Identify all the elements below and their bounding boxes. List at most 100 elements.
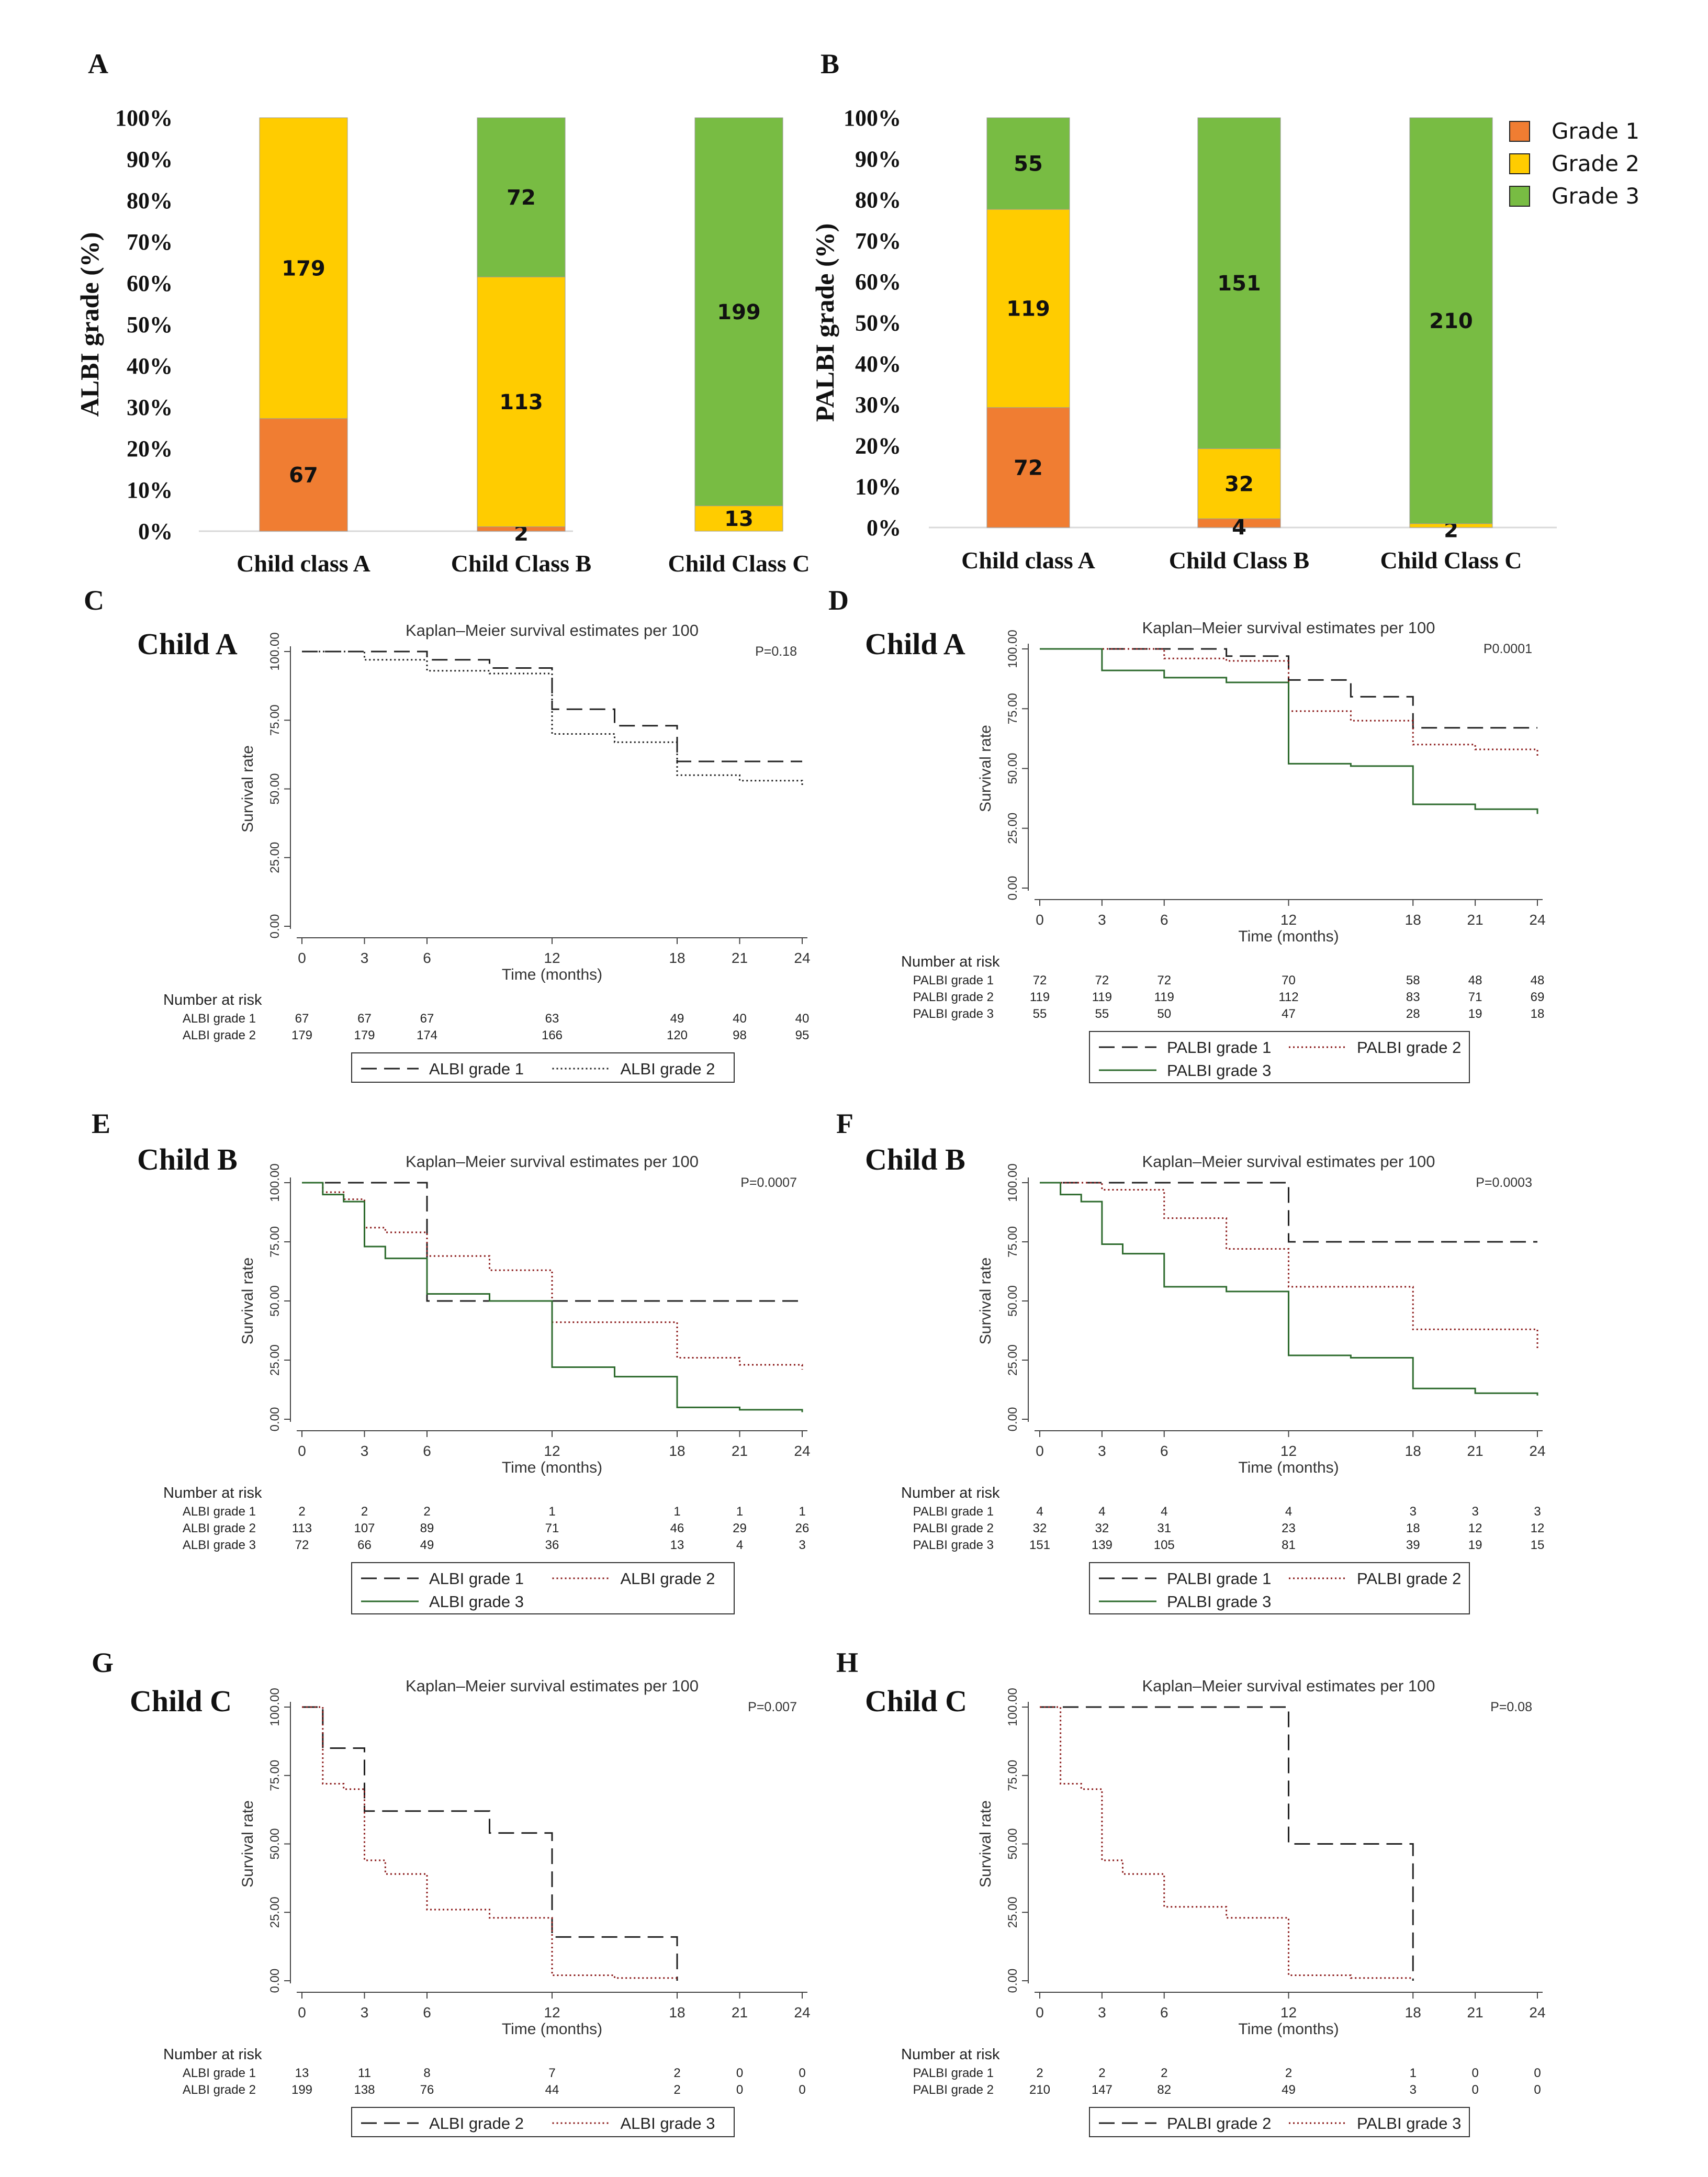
x-tick-label: 18 — [1405, 1443, 1421, 1459]
data-label: 72 — [507, 186, 536, 210]
risk-value: 83 — [1406, 990, 1420, 1004]
y-axis-title: Survival rate — [239, 1800, 256, 1888]
chart-title: Kaplan–Meier survival estimates per 100 — [1142, 1677, 1435, 1695]
panel-label: B — [821, 48, 839, 80]
p-value: P=0.007 — [748, 1700, 797, 1714]
x-tick-label: 21 — [732, 1443, 748, 1459]
legend-box — [1089, 1562, 1470, 1614]
risk-value: 0 — [736, 2066, 743, 2080]
y-tick-label: 100.00 — [268, 1163, 282, 1202]
risk-value: 67 — [295, 1012, 309, 1026]
risk-table-header: Number at risk — [901, 1485, 1000, 1501]
x-tick-label: 18 — [669, 950, 685, 966]
risk-value: 2 — [1098, 2066, 1105, 2080]
legend-label: PALBI grade 3 — [1167, 1592, 1271, 1611]
y-tick-label: 80% — [127, 188, 173, 214]
y-tick-label: 50% — [855, 310, 901, 336]
risk-value: 13 — [295, 2066, 309, 2080]
y-tick-label: 10% — [127, 477, 173, 503]
risk-value: 3 — [1410, 2083, 1417, 2097]
y-tick-label: 40% — [127, 353, 173, 379]
panel-label: C — [84, 585, 104, 616]
x-tick-label: 18 — [1405, 2004, 1421, 2021]
risk-value: 82 — [1157, 2083, 1171, 2097]
risk-table-header: Number at risk — [163, 2046, 262, 2063]
x-tick-label: 0 — [1036, 1443, 1044, 1459]
risk-value: 2 — [423, 1505, 430, 1519]
risk-value: 31 — [1157, 1521, 1171, 1535]
risk-value: 0 — [799, 2083, 805, 2097]
bar-segment-grade-2 — [694, 506, 783, 532]
x-tick-label: 18 — [669, 2004, 685, 2021]
y-tick-label: 75.00 — [268, 1226, 282, 1258]
y-tick-label: 50.00 — [268, 773, 282, 804]
group-label: Child B — [137, 1142, 238, 1176]
chart-title: Kaplan–Meier survival estimates per 100 — [406, 1152, 699, 1171]
legend-swatch — [1509, 121, 1530, 142]
x-tick-label: Child Class C — [1380, 547, 1522, 574]
x-tick-label: Child Class C — [668, 550, 810, 577]
risk-value: 112 — [1278, 990, 1298, 1004]
bar-legend: Grade 1 Grade 2 Grade 3 — [1509, 118, 1639, 209]
y-tick-label: 50% — [127, 312, 173, 338]
legend-label: ALBI grade 3 — [621, 2114, 715, 2133]
chart-title: Kaplan–Meier survival estimates per 100 — [1142, 1152, 1435, 1171]
risk-value: 8 — [423, 2066, 430, 2080]
x-tick-label: 12 — [1280, 912, 1297, 928]
x-tick-label: 6 — [423, 2004, 431, 2021]
x-tick-label: 3 — [361, 950, 369, 966]
risk-value: 15 — [1531, 1538, 1545, 1552]
y-tick-label: 100.00 — [268, 1688, 282, 1726]
risk-value: 67 — [357, 1012, 372, 1026]
risk-value: 26 — [795, 1521, 810, 1535]
group-label: Child A — [865, 627, 965, 661]
group-label: Child C — [130, 1684, 232, 1718]
y-tick-label: 100.00 — [1006, 1163, 1020, 1202]
risk-table-header: Number at risk — [901, 2046, 1000, 2063]
y-tick-label: 25.00 — [1006, 1344, 1020, 1376]
legend-label: PALBI grade 2 — [1167, 2114, 1271, 2133]
km-chart-f: F Child B Kaplan–Meier survival estimates … — [836, 1108, 1546, 1614]
bar-segment-grade-2 — [986, 209, 1070, 408]
risk-value: 32 — [1095, 1521, 1109, 1535]
y-tick-label: 60% — [127, 271, 173, 296]
y-tick-label: 50.00 — [1006, 1285, 1020, 1317]
y-tick-label: 50.00 — [268, 1285, 282, 1317]
risk-value: 46 — [670, 1521, 684, 1535]
x-tick-label: 0 — [1036, 912, 1044, 928]
y-tick-label: 90% — [127, 147, 173, 172]
risk-value: 3 — [799, 1538, 805, 1552]
risk-value: 107 — [354, 1521, 375, 1535]
group-label: Child C — [865, 1684, 967, 1718]
data-label: 210 — [1429, 309, 1473, 333]
data-label: 13 — [724, 507, 754, 531]
bar-segment-grade-2 — [259, 117, 348, 419]
km-curve-palbi-grade-1 — [1040, 1182, 1537, 1243]
risk-value: 18 — [1531, 1007, 1545, 1021]
risk-value: 36 — [545, 1538, 559, 1552]
risk-value: 49 — [420, 1538, 434, 1552]
risk-value: 151 — [1029, 1538, 1050, 1552]
risk-value: 138 — [354, 2083, 375, 2097]
legend-label: ALBI grade 3 — [429, 1592, 524, 1611]
risk-value: 4 — [736, 1538, 743, 1552]
risk-value: 0 — [1471, 2083, 1478, 2097]
bar-chart-b: B 0% 10% 20% 30% 40% 50% 60% 70% 80% 90% 100% PALBI … — [810, 48, 1557, 574]
bar-segment-grade-2 — [1197, 448, 1281, 519]
y-tick-label: 0.00 — [1006, 1407, 1020, 1432]
risk-value: 29 — [733, 1521, 747, 1535]
risk-value: 179 — [291, 1028, 312, 1042]
risk-value: 18 — [1406, 1521, 1420, 1535]
risk-value: 48 — [1531, 973, 1545, 987]
x-tick-label: 0 — [1036, 2004, 1044, 2021]
y-tick-label: 40% — [855, 351, 901, 377]
risk-row-label: PALBI grade 1 — [913, 2066, 994, 2080]
x-tick-label: 24 — [1529, 912, 1545, 928]
y-tick-label: 25.00 — [268, 1344, 282, 1376]
km-curve-albi-grade-1 — [302, 650, 802, 762]
data-label: 151 — [1217, 272, 1261, 296]
y-tick-label: 90% — [855, 146, 901, 172]
bar-segment-grade-1 — [986, 407, 1070, 528]
